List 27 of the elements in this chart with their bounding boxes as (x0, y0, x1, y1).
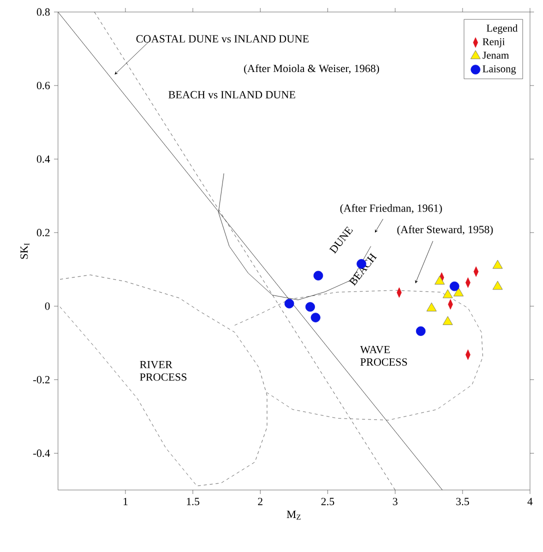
annotation: (After Steward, 1958) (397, 225, 493, 236)
x-tick-label: 3.5 (456, 498, 469, 506)
x-tick-label: 3 (392, 498, 398, 506)
x-tick-label: 2.5 (321, 498, 334, 506)
y-tick-label: 0 (45, 302, 50, 310)
y-tick-label: 0.8 (36, 8, 50, 16)
x-tick-label: 1.5 (186, 498, 200, 506)
annotation: (After Moiola & Weiser, 1968) (244, 64, 380, 74)
x-tick-label: 1 (124, 498, 128, 506)
y-tick-label: -0.2 (33, 376, 50, 384)
legend-title: Legend (486, 24, 518, 34)
annotation: COASTAL DUNE vs INLAND DUNE (136, 35, 309, 43)
annotation: BEACH vs INLAND DUNE (168, 91, 296, 98)
x-axis-title: M$_{Z}$ (286, 510, 301, 520)
y-tick-label: 0.6 (36, 82, 50, 90)
y-axis-title: SK$_{I}$ (20, 243, 30, 259)
x-tick-label: 2 (258, 498, 262, 506)
y-tick-label: 0.4 (36, 155, 50, 163)
legend-label: Renji (482, 38, 505, 48)
annotation: RIVER PROCESS (140, 361, 186, 381)
x-tick-label: 4 (527, 498, 533, 506)
y-tick-label: -0.4 (33, 450, 50, 457)
legend-label: Jenam (482, 52, 509, 59)
annotation: (After Friedman, 1961) (340, 204, 442, 214)
legend-label: Laisong (482, 65, 516, 74)
y-tick-label: 0.2 (36, 228, 50, 236)
annotation: WAVE PROCESS (360, 346, 407, 366)
